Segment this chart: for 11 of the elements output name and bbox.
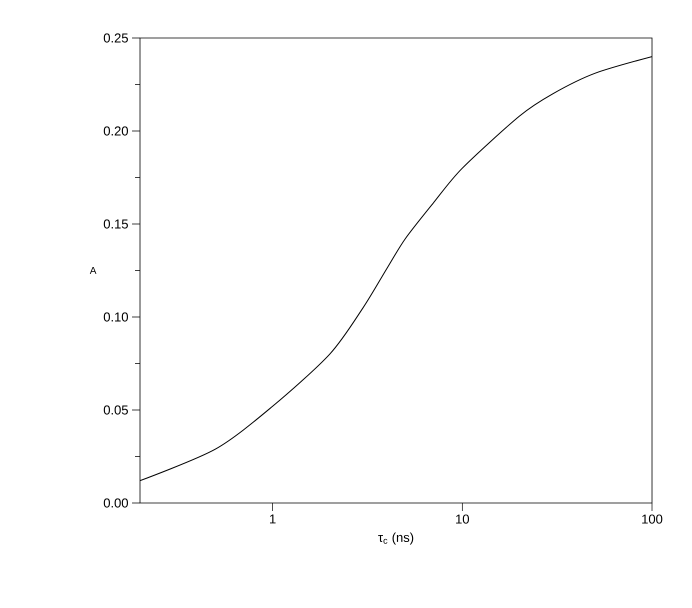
x-tick-label: 10 [456, 514, 470, 524]
y-tick-label: 0.10 [104, 312, 128, 322]
y-tick-label: 0.15 [104, 219, 128, 229]
y-axis-title: A [90, 267, 96, 274]
y-tick-label: 0.05 [104, 405, 128, 415]
x-axis-title: τ$_{c}$ (ns) [378, 532, 414, 545]
x-tick-label: 1 [270, 514, 276, 524]
x-tick-label: 100 [642, 514, 662, 524]
y-tick-label: 0.25 [104, 33, 128, 43]
y-tick-label: 0.20 [104, 126, 128, 136]
y-tick-label: 0.00 [104, 498, 128, 508]
